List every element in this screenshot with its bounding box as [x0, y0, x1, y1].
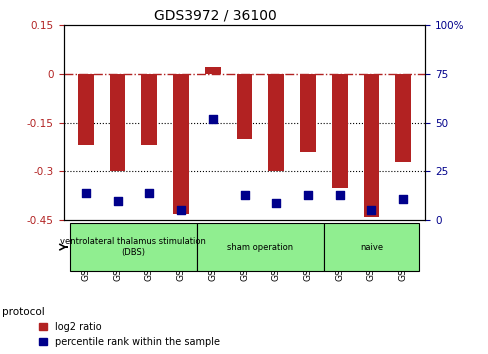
- Bar: [204, 67, 220, 74]
- Legend: log2 ratio, percentile rank within the sample: log2 ratio, percentile rank within the s…: [40, 322, 220, 347]
- Point: [399, 196, 407, 201]
- Bar: [268, 74, 284, 171]
- Text: GDS3972 / 36100: GDS3972 / 36100: [153, 9, 276, 23]
- Point: [208, 116, 216, 121]
- Bar: [363, 74, 379, 217]
- Bar: [323, 223, 418, 270]
- Text: naive: naive: [359, 242, 382, 252]
- Point: [240, 192, 248, 198]
- Bar: [78, 74, 94, 145]
- Bar: [141, 74, 157, 145]
- Point: [177, 208, 184, 213]
- Point: [335, 192, 343, 198]
- Bar: [70, 223, 197, 270]
- Point: [145, 190, 153, 196]
- Bar: [173, 74, 188, 214]
- Bar: [197, 223, 323, 270]
- Point: [304, 192, 311, 198]
- Text: protocol: protocol: [2, 307, 45, 317]
- Text: ventrolateral thalamus stimulation
(DBS): ventrolateral thalamus stimulation (DBS): [61, 238, 206, 257]
- Bar: [109, 74, 125, 171]
- Bar: [394, 74, 410, 162]
- Point: [113, 198, 121, 204]
- Bar: [300, 74, 315, 152]
- Text: sham operation: sham operation: [227, 242, 293, 252]
- Point: [367, 208, 375, 213]
- Point: [81, 190, 89, 196]
- Bar: [331, 74, 347, 188]
- Point: [272, 200, 280, 206]
- Bar: [236, 74, 252, 139]
